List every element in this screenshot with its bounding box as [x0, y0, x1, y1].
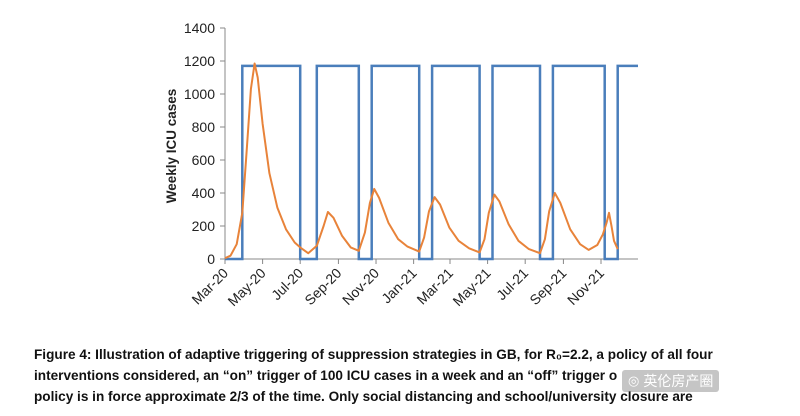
policy-trigger-line	[225, 64, 638, 261]
y-tick-label: 1200	[184, 53, 215, 69]
watermark-badge: ◎ 英伦房产圈	[622, 370, 720, 392]
y-tick-label: 0	[207, 251, 215, 267]
figure-caption: Figure 4: Illustration of adaptive trigg…	[34, 344, 776, 407]
y-tick-label: 800	[192, 119, 216, 135]
x-tick-label: May-21	[449, 265, 493, 309]
y-tick-label: 400	[192, 185, 216, 201]
x-tick-label: Sep-21	[526, 265, 569, 308]
y-tick-label: 1000	[184, 86, 215, 102]
x-tick-label: Nov-20	[339, 265, 382, 308]
x-tick-label: May-20	[224, 265, 268, 309]
chart-series	[224, 62, 638, 261]
watermark-text: 英伦房产圈	[643, 374, 714, 390]
x-tick-label: Sep-20	[301, 265, 344, 308]
icu-cases-line	[224, 62, 619, 260]
x-tick-label: Mar-21	[413, 265, 456, 308]
caption-line-3: policy is in force approximate 2/3 of th…	[34, 389, 693, 404]
caption-line-1: Figure 4: Illustration of adaptive trigg…	[34, 347, 713, 362]
y-tick-label: 200	[192, 218, 216, 234]
x-tick-label: Jan-21	[378, 265, 420, 307]
y-tick-label: 600	[192, 152, 216, 168]
x-tick-label: Nov-21	[564, 265, 607, 308]
y-axis-label: Weekly ICU cases	[164, 89, 179, 204]
wechat-icon: ◎	[628, 373, 640, 389]
caption-line-2: interventions considered, an “on” trigge…	[34, 368, 618, 383]
x-tick-label: Mar-20	[188, 265, 231, 308]
y-tick-label: 1400	[184, 20, 215, 36]
